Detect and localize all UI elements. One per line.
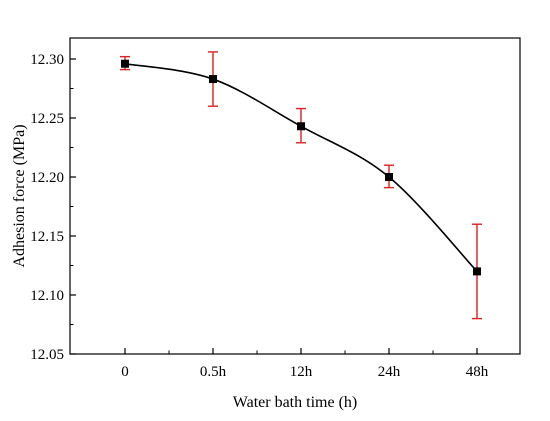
x-axis: 0 0.5h 12h 24h 48h [121,348,489,380]
data-point-marker [121,59,129,68]
x-tick-label: 0.5h [200,364,227,380]
y-tick-label: 12.15 [30,229,64,245]
error-bars [120,51,482,320]
y-tick-label: 12.25 [30,111,64,127]
markers [121,59,481,276]
x-tick-label: 48h [466,364,489,380]
data-point-marker [473,267,481,276]
y-tick-label: 12.05 [30,347,64,363]
x-axis-title: Water bath time (h) [233,394,357,411]
y-tick-label: 12.10 [30,288,64,304]
y-tick-label: 12.20 [30,170,64,186]
data-point-marker [209,75,217,84]
x-tick-label: 0 [121,364,129,380]
plot-frame [69,37,521,355]
y-axis: 12.05 12.10 12.15 12.20 12.25 12.30 [30,52,76,363]
x-tick-label: 12h [290,364,313,380]
data-point-marker [297,122,305,131]
x-tick-label: 24h [378,364,401,380]
y-tick-label: 12.30 [30,52,64,68]
y-axis-title: Adhesion force (MPa) [11,124,28,267]
series-line [124,62,478,272]
data-point-marker [385,173,393,181]
